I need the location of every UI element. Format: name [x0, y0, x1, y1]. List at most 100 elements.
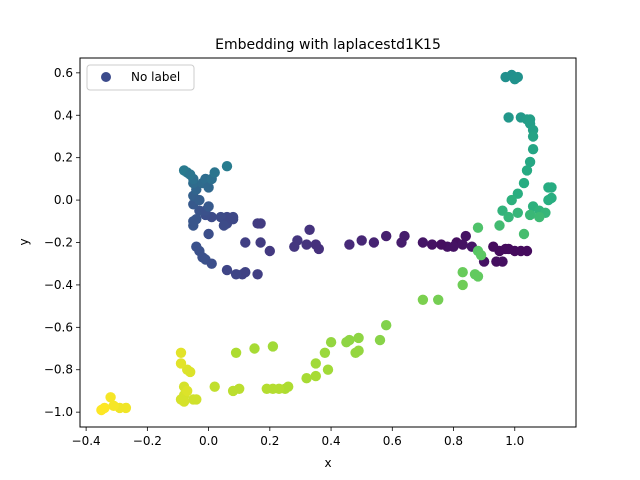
y-tick-label: −0.2	[44, 236, 73, 250]
x-tick-label: 1.0	[505, 434, 524, 448]
data-point	[543, 194, 554, 206]
data-point	[381, 320, 392, 331]
data-point	[182, 385, 193, 397]
data-point	[325, 337, 337, 348]
y-axis-label: y	[17, 238, 31, 245]
data-point	[188, 394, 199, 405]
data-point	[261, 383, 272, 394]
data-point	[203, 182, 214, 193]
data-point	[178, 396, 190, 407]
data-point	[457, 239, 468, 250]
data-point	[310, 370, 321, 382]
data-point	[417, 294, 429, 305]
data-point	[175, 347, 187, 358]
data-point	[96, 404, 107, 416]
x-axis-label: x	[324, 456, 331, 470]
data-point	[310, 239, 321, 250]
data-point	[524, 156, 536, 168]
data-point	[209, 381, 220, 392]
x-tick-label: −0.2	[133, 434, 162, 448]
data-point	[512, 71, 523, 83]
y-tick-label: 0.0	[54, 193, 73, 207]
data-point	[341, 337, 352, 348]
data-point	[188, 216, 199, 227]
data-point	[209, 167, 220, 178]
data-point	[494, 220, 505, 231]
data-point	[497, 256, 508, 267]
data-point	[381, 230, 392, 242]
data-point	[194, 194, 205, 206]
data-point	[353, 332, 364, 344]
data-point	[240, 237, 251, 248]
data-point	[417, 237, 429, 248]
y-tick-label: −0.8	[44, 363, 73, 377]
x-tick-label: 0.2	[260, 434, 279, 448]
data-point	[368, 237, 380, 248]
y-tick-label: 0.6	[54, 66, 73, 80]
data-point	[206, 258, 217, 269]
data-point	[457, 279, 468, 291]
data-point	[255, 237, 266, 248]
y-tick-label: −0.6	[44, 320, 73, 334]
x-tick-label: 0.6	[383, 434, 402, 448]
data-points	[96, 69, 557, 416]
x-tick-label: 0.0	[199, 434, 218, 448]
data-point	[319, 347, 331, 358]
data-point	[436, 239, 447, 250]
data-point	[230, 269, 242, 280]
data-point	[267, 341, 279, 352]
y-tick-label: 0.2	[54, 151, 73, 165]
data-point	[457, 267, 468, 278]
data-point	[175, 358, 187, 369]
data-point	[460, 230, 471, 242]
data-point	[448, 241, 459, 252]
y-tick-label: −1.0	[44, 405, 73, 419]
data-point	[322, 364, 334, 375]
data-point	[527, 131, 539, 142]
data-point	[264, 245, 275, 257]
data-point	[350, 347, 361, 358]
data-point	[546, 182, 557, 193]
data-point	[221, 264, 233, 276]
y-tick-label: −0.4	[44, 278, 73, 292]
data-point	[310, 358, 321, 369]
data-point	[518, 177, 530, 189]
data-point	[374, 334, 386, 346]
data-point	[289, 241, 300, 252]
data-point	[221, 161, 233, 172]
data-point	[503, 112, 514, 123]
data-point	[249, 343, 260, 354]
data-point	[230, 347, 242, 358]
data-point	[301, 373, 312, 384]
data-point	[108, 400, 119, 411]
legend-box	[86, 64, 195, 91]
legend: No label	[86, 64, 195, 91]
data-point	[524, 209, 536, 221]
data-point	[503, 243, 514, 255]
data-point	[472, 271, 484, 282]
data-point	[344, 239, 355, 250]
data-point	[203, 201, 214, 212]
data-point	[227, 385, 239, 397]
data-point	[488, 241, 499, 252]
data-point	[475, 250, 487, 261]
data-point	[527, 144, 539, 155]
data-point	[521, 245, 533, 257]
x-tick-label: −0.4	[72, 434, 101, 448]
data-point	[227, 211, 239, 223]
data-point	[252, 269, 263, 280]
data-point	[506, 194, 517, 206]
data-point	[521, 165, 533, 176]
legend-label: No label	[131, 70, 180, 84]
data-point	[433, 294, 444, 305]
chart-title: Embedding with laplacestd1K15	[215, 37, 441, 53]
data-point	[203, 228, 214, 240]
data-point	[396, 237, 407, 248]
y-axis-ticks: −1.0 −0.8 −0.6 −0.4 −0.2 0.0 0.2 0.4 0.6	[44, 66, 80, 419]
legend-marker	[101, 72, 111, 82]
x-tick-label: 0.8	[444, 434, 463, 448]
data-point	[472, 222, 484, 233]
data-point	[512, 207, 523, 218]
data-point	[356, 235, 367, 246]
